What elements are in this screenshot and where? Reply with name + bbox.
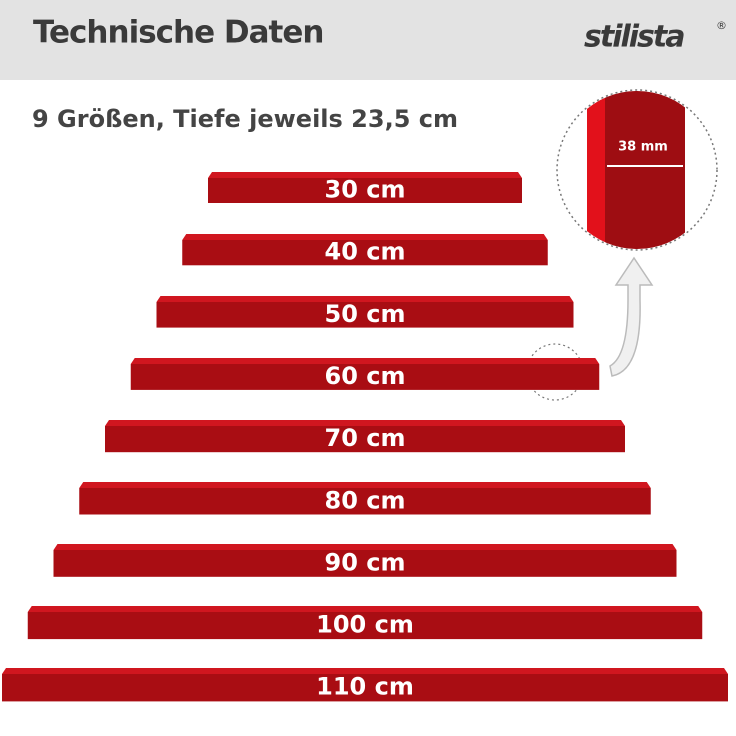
shelf-front (53, 550, 677, 577)
shelf-top (79, 482, 651, 488)
brand-mark: ® (716, 19, 727, 32)
shelf-front (156, 302, 574, 328)
shelf-label: 80 cm (325, 486, 406, 514)
shelf-label: 70 cm (325, 424, 406, 452)
shelf-top (182, 234, 548, 240)
arrow (609, 256, 654, 377)
shelf-front (79, 488, 651, 515)
shelf-front (130, 364, 600, 390)
shelf-top (2, 668, 728, 674)
shelf-label: 40 cm (325, 238, 406, 266)
subtitle: 9 Größen, Tiefe jeweils 23,5 cm (32, 105, 458, 133)
shelf-top (156, 296, 574, 302)
header-title: Technische Daten (33, 15, 323, 51)
shelf-front (27, 612, 703, 640)
shelf-top (53, 544, 677, 550)
shelf-label: 60 cm (325, 362, 406, 390)
header-band (0, 0, 736, 80)
shelf-front (2, 674, 728, 702)
shelf-label: 90 cm (325, 548, 406, 576)
shelf-label: 50 cm (325, 300, 406, 328)
detail-zoom (587, 91, 685, 249)
shelf-label: 100 cm (316, 611, 414, 639)
shelf-label: 110 cm (316, 673, 414, 701)
shelf-top (130, 358, 600, 364)
shelf-front (208, 178, 522, 203)
shelf-top (105, 420, 625, 426)
shelf-front (182, 240, 548, 266)
shelf-label: 30 cm (325, 176, 406, 204)
detail-circle (556, 89, 718, 251)
brand: stilista (584, 20, 684, 55)
shelves: 30 cm 40 cm 50 cm 60 cm 70 cm 80 cm 90 cm 100 c… (2, 172, 728, 702)
shelf-top (27, 606, 703, 612)
detail-label: 38 mm (618, 140, 668, 155)
shelf-top (208, 172, 522, 178)
shelf-front (105, 426, 625, 453)
